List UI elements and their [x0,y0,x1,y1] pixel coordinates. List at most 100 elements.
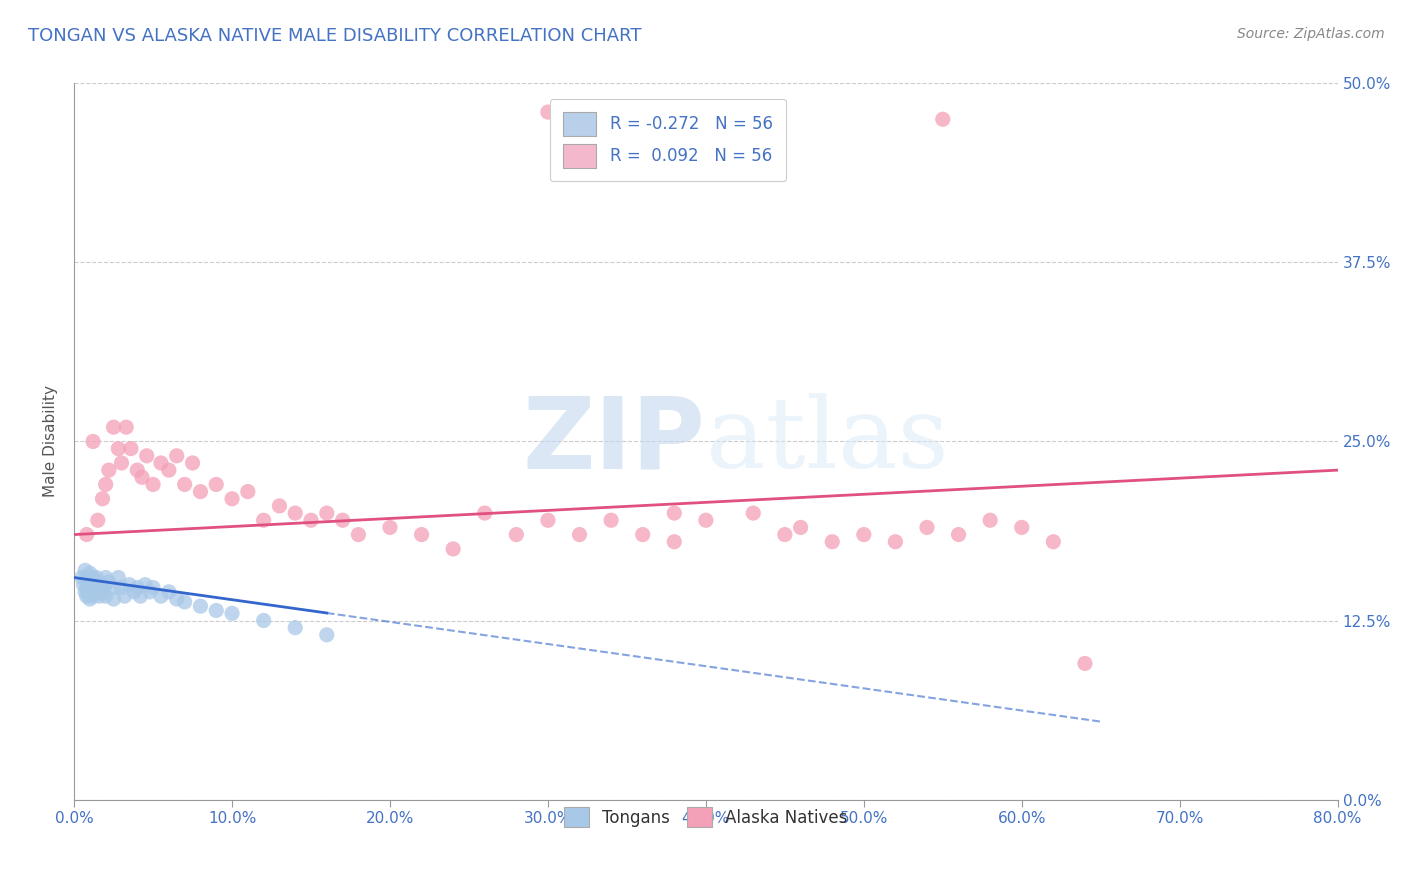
Point [347,527,370,541]
Point [89,581,111,595]
Text: ZIP: ZIP [523,393,706,490]
Text: TONGAN VS ALASKA NATIVE MALE DISABILITY CORRELATION CHART: TONGAN VS ALASKA NATIVE MALE DISABILITY … [28,27,641,45]
Point [948,527,970,541]
Point [79,566,101,581]
Point [631,527,654,541]
Point [80,574,103,589]
Point [190,484,212,499]
Point [79,585,101,599]
Point [852,527,875,541]
Point [82,570,104,584]
Point [134,577,156,591]
Point [118,577,141,591]
Point [76,581,98,595]
Point [110,456,132,470]
Point [537,105,560,120]
Point [505,527,527,541]
Point [1074,657,1097,671]
Point [664,534,686,549]
Point [89,589,111,603]
Legend: Tongans, Alaska Natives: Tongans, Alaska Natives [557,800,855,834]
Point [157,585,180,599]
Point [76,527,98,541]
Point [157,463,180,477]
Point [127,581,149,595]
Point [173,595,195,609]
Point [205,477,228,491]
Point [103,592,125,607]
Point [90,577,112,591]
Point [269,499,291,513]
Point [76,589,98,603]
Y-axis label: Male Disability: Male Disability [44,385,58,498]
Point [135,449,157,463]
Point [97,463,120,477]
Point [695,513,717,527]
Point [87,513,110,527]
Point [107,442,129,456]
Point [87,585,110,599]
Point [77,581,100,595]
Point [284,506,307,520]
Point [315,628,337,642]
Point [115,420,138,434]
Point [114,589,136,603]
Point [821,534,844,549]
Point [181,456,204,470]
Point [915,520,938,534]
Point [166,449,188,463]
Point [221,607,243,621]
Point [474,506,496,520]
Point [82,434,104,449]
Point [1042,534,1064,549]
Point [82,589,104,603]
Point [75,563,97,577]
Point [77,585,100,599]
Point [789,520,811,534]
Point [82,581,104,595]
Point [84,581,107,595]
Point [80,581,103,595]
Point [84,570,107,584]
Point [190,599,212,614]
Point [537,513,560,527]
Point [142,477,165,491]
Point [600,513,623,527]
Point [166,592,188,607]
Point [83,585,105,599]
Point [103,581,125,595]
Point [94,570,117,584]
Point [932,112,955,127]
Point [149,589,172,603]
Point [70,570,93,584]
Point [979,513,1001,527]
Point [87,574,110,589]
Point [79,577,101,591]
Point [205,603,228,617]
Point [284,621,307,635]
Point [83,577,105,591]
Point [79,592,101,607]
Point [110,581,132,595]
Point [94,589,117,603]
Point [568,527,591,541]
Point [139,585,162,599]
Point [93,581,115,595]
Point [411,527,433,541]
Point [72,577,94,591]
Point [75,585,97,599]
Point [299,513,322,527]
Point [1011,520,1033,534]
Point [884,534,907,549]
Point [142,581,165,595]
Point [773,527,796,541]
Point [173,477,195,491]
Point [77,574,100,589]
Point [252,614,274,628]
Point [315,506,337,520]
Point [91,585,114,599]
Point [236,484,259,499]
Point [91,491,114,506]
Point [252,513,274,527]
Point [441,541,464,556]
